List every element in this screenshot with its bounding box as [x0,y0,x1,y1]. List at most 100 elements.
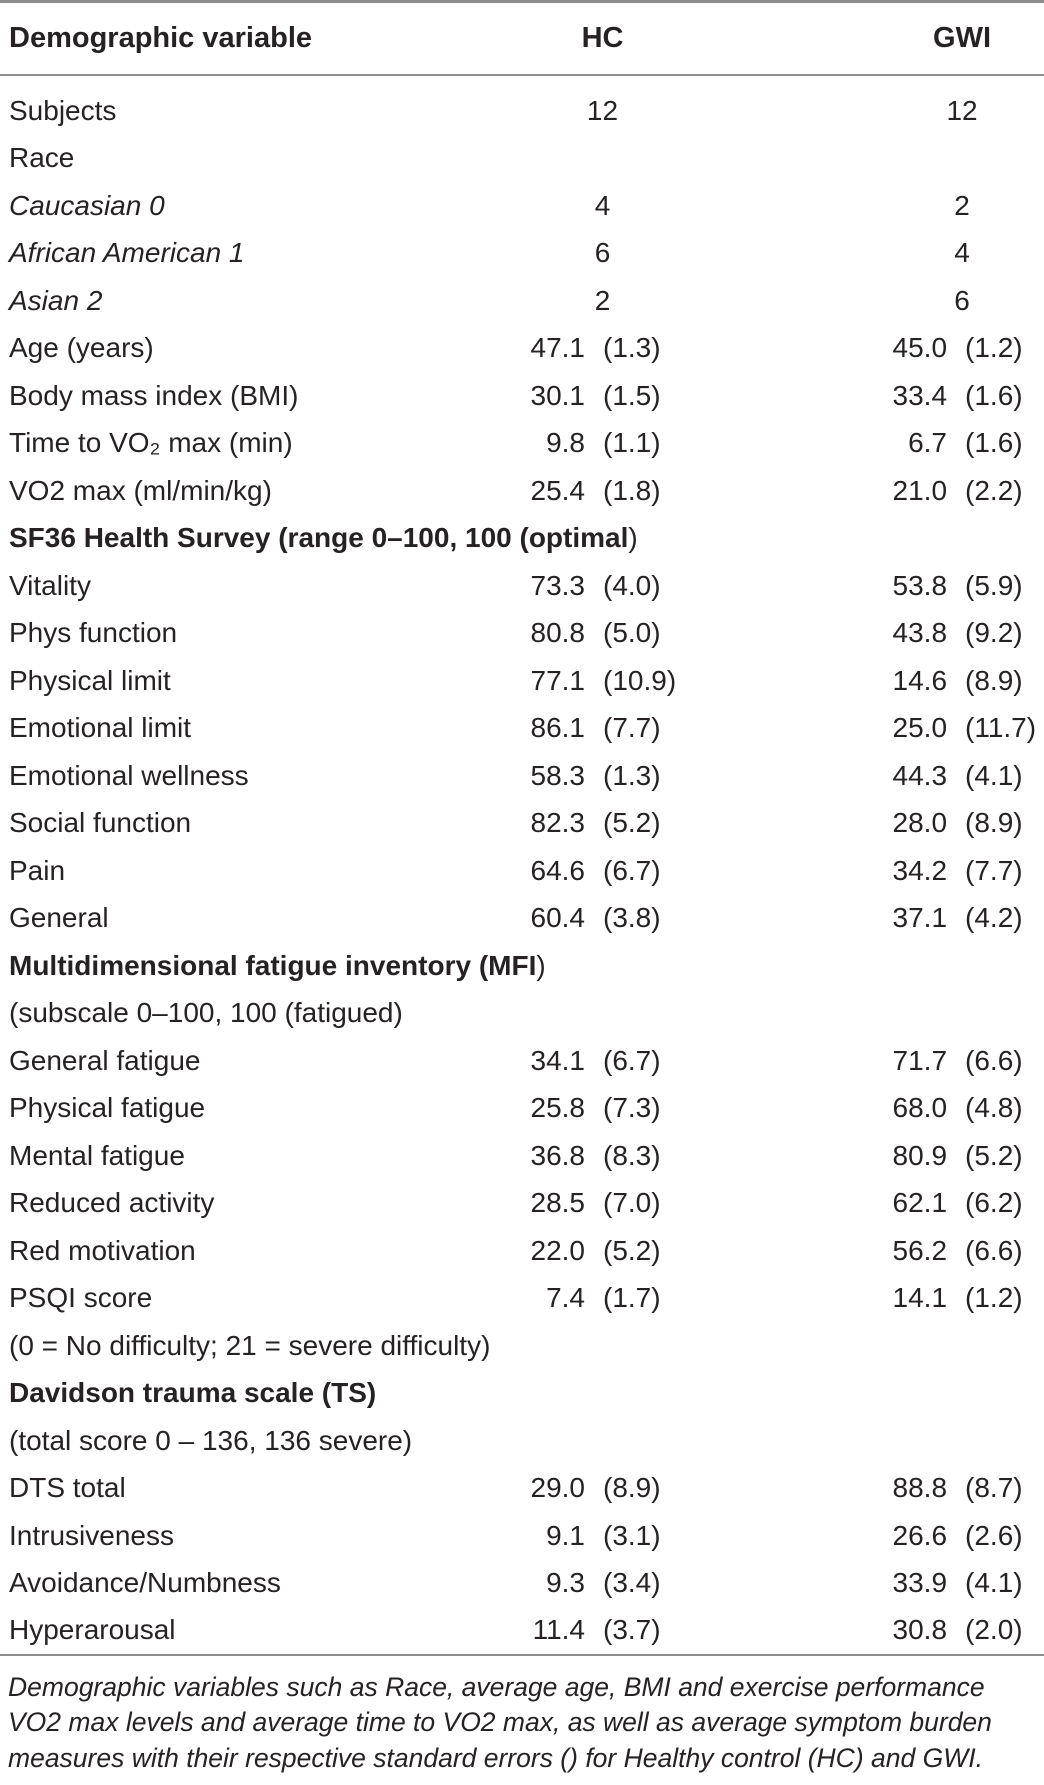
row-label: African American 1 [9,237,245,269]
gwi-se-value: (9.2) [965,617,1023,649]
gwi-mean-value: 71.7 [892,1044,948,1076]
hc-mean-value: 29.0 [530,1472,586,1504]
row-label-cell: Reduced activity [0,1180,455,1228]
gwi-mean-value: 28.0 [892,807,948,839]
table-row: Emotional wellness 58.3 (1.3) 44.3 (4.1) [0,752,1044,800]
gwi-se-value: (8.7) [965,1472,1023,1504]
row-label: Emotional limit [9,712,192,744]
row-label: PSQI score [9,1282,153,1314]
hc-mean-value: 28.5 [530,1187,586,1219]
table-row: Reduced activity 28.5 (7.0) 62.1 (6.2) [0,1180,1044,1228]
hc-se-value: (1.7) [603,1282,661,1314]
row-label: VO2 max (ml/min/kg) [9,474,272,506]
gwi-mean-value: 62.1 [892,1187,948,1219]
section-label: Multidimensional fatigue inventory (MFI [9,949,537,981]
gwi-se-value: (1.6) [965,379,1023,411]
table-row: Physical fatigue 25.8 (7.3) 68.0 (4.8) [0,1085,1044,1133]
row-label-cell: Emotional limit [0,705,455,753]
gwi-mean-value: 34.2 [892,854,948,886]
table-body: Subjects 12 12 Race Caucasian 0 4 2 Afri… [0,75,1044,1655]
gwi-mean-value: 25.0 [892,712,948,744]
table-row: Social function 82.3 (5.2) 28.0 (8.9) [0,800,1044,848]
gwi-mean-value: 88.8 [892,1472,948,1504]
hc-se-value: (1.5) [603,379,661,411]
gwi-mean-value: 44.3 [892,759,948,791]
row-label-cell: Physical limit [0,657,455,705]
section-label-cell: Race [0,135,1044,183]
hc-se-value: (1.3) [603,759,661,791]
section-label: Davidson trauma scale (TS) [9,1377,377,1409]
hc-se-value: (6.7) [603,1044,661,1076]
gwi-mean-value: 14.1 [892,1282,948,1314]
hc-mean-value: 73.3 [530,569,586,601]
gwi-se-value: (4.2) [965,902,1023,934]
hc-se-value: (5.2) [603,807,661,839]
gwi-se-value: (2.6) [965,1519,1023,1551]
table-header: Demographic variable HC GWI [0,1,1044,76]
footnote-line: Demographic variables such as Race, aver… [8,1671,985,1702]
row-label-cell: Pain [0,847,455,895]
gwi-mean-value: 33.9 [892,1567,948,1599]
gwi-mean-value: 26.6 [892,1519,948,1551]
hc-se-value: (7.3) [603,1092,661,1124]
gwi-se-value: (2.2) [965,474,1023,506]
table-row: VO2 max (ml/min/kg) 25.4 (1.8) 21.0 (2.2… [0,467,1044,515]
gwi-count-value: 6 [954,284,970,316]
row-label-cell: Age (years) [0,325,455,373]
gwi-se-value: (4.1) [965,1567,1023,1599]
gwi-se-value: (11.7) [965,712,1037,744]
row-label-cell: Subjects [0,87,455,135]
gwi-se-value: (6.6) [965,1234,1023,1266]
row-label-cell: African American 1 [0,230,455,278]
gwi-se-value: (2.0) [965,1614,1023,1646]
row-label-cell: Hyperarousal [0,1607,455,1655]
row-label-cell: Emotional wellness [0,752,455,800]
table-row: General 60.4 (3.8) 37.1 (4.2) [0,895,1044,943]
row-label-cell: VO2 max (ml/min/kg) [0,467,455,515]
gwi-count-value: 2 [954,189,970,221]
gwi-mean-value: 21.0 [892,474,948,506]
footnote-line: VO2 max levels and average time to VO2 m… [8,1707,992,1737]
gwi-se-value: (5.2) [965,1139,1023,1171]
row-label-cell: Red motivation [0,1227,455,1275]
table-row: PSQI score 7.4 (1.7) 14.1 (1.2) [0,1275,1044,1323]
table-row: Red motivation 22.0 (5.2) 56.2 (6.6) [0,1227,1044,1275]
header-row: Demographic variable HC GWI [0,1,1044,76]
hc-mean-value: 9.8 [546,427,585,459]
section-label: Race [9,142,75,174]
section-label-tail: ) [628,522,638,554]
hc-mean-value: 34.1 [530,1044,586,1076]
row-label-cell: Phys function [0,610,455,658]
section-label-cell: (total score 0 – 136, 136 severe) [0,1417,1044,1465]
hc-mean-value: 25.4 [530,474,586,506]
row-label-cell: Intrusiveness [0,1512,455,1560]
gwi-se-value: (4.1) [965,759,1023,791]
row-label: Body mass index (BMI) [9,379,299,411]
hc-se-value: (1.3) [603,332,661,364]
row-label-cell: Avoidance/Numbness [0,1560,455,1608]
hc-mean-value: 25.8 [530,1092,586,1124]
hc-mean-value: 47.1 [530,332,586,364]
row-label: Emotional wellness [9,759,249,791]
table-row: Phys function 80.8 (5.0) 43.8 (9.2) [0,610,1044,658]
gwi-mean-value: 56.2 [892,1234,948,1266]
hc-se-value: (8.9) [603,1472,661,1504]
row-label-cell: Body mass index (BMI) [0,372,455,420]
row-label-cell: Vitality [0,562,455,610]
section-label: (0 = No difficulty; 21 = severe difficul… [9,1329,491,1361]
hc-count-value: 4 [594,189,611,221]
gwi-se-value: (5.9) [965,569,1023,601]
gwi-count-value: 4 [954,237,970,269]
row-label: Hyperarousal [9,1614,176,1646]
row-label: Intrusiveness [9,1519,174,1551]
row-label: Phys function [9,617,178,649]
section-label-cell: (0 = No difficulty; 21 = severe difficul… [0,1322,1044,1370]
row-label: Vitality [9,569,91,601]
hc-se-value: (1.1) [603,427,661,459]
hc-se-value: (1.8) [603,474,661,506]
gwi-se-value: (6.6) [965,1044,1023,1076]
table-row: Physical limit 77.1 (10.9) 14.6 (8.9) [0,657,1044,705]
hc-mean-value: 80.8 [530,617,586,649]
row-label: Asian 2 [9,284,103,316]
section-label-cell: (subscale 0–100, 100 (fatigued) [0,990,1044,1038]
